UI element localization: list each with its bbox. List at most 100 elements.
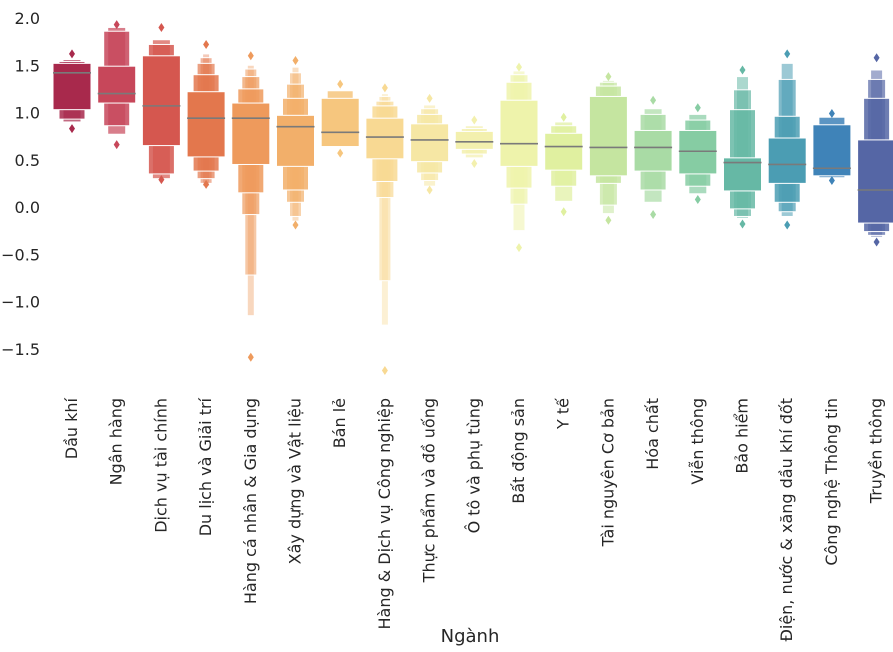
x-tick-label: Ô tô và phụ tùng [464, 398, 483, 533]
y-tick-label: −1.0 [1, 293, 40, 312]
boxen-7 [365, 83, 405, 375]
outlier-point [739, 219, 746, 229]
boxen-level [454, 130, 494, 150]
outlier-point [426, 185, 433, 195]
boxen-12 [588, 72, 628, 225]
outlier-point [69, 49, 75, 59]
boxen-level [141, 55, 181, 147]
boxen-level [812, 124, 852, 177]
outlier-point [605, 215, 612, 225]
y-tick-label: 0.0 [15, 198, 40, 217]
y-tick-label: 1.5 [15, 56, 40, 75]
outlier-point [247, 352, 254, 362]
y-tick-label: −1.5 [1, 340, 40, 359]
boxen-9 [454, 115, 494, 169]
boxen-level [52, 62, 92, 111]
boxen-level [97, 65, 137, 104]
y-tick-label: −0.5 [1, 245, 40, 264]
outlier-point [694, 194, 701, 204]
boxen-8 [410, 93, 450, 195]
outlier-point [292, 220, 299, 230]
boxen-0 [52, 49, 92, 134]
x-tick-label: Thực phẩm và đồ uống [420, 398, 439, 583]
x-tick-label: Xây dựng và Vật liệu [286, 398, 305, 564]
outlier-point [426, 93, 433, 103]
y-axis: 2.0 1.5 1.0 0.5 0.0 −0.5 −1.0 −1.5 [1, 9, 40, 359]
boxen-level [276, 114, 315, 167]
outlier-point [247, 51, 254, 61]
boxen-level [678, 129, 718, 175]
outlier-point [560, 112, 567, 122]
boxen-level [857, 139, 893, 224]
x-tick-label: Bảo hiểm [733, 398, 752, 474]
boxen-level [320, 97, 360, 148]
outlier-point [560, 207, 567, 217]
outlier-point [828, 176, 835, 186]
boxen-2 [141, 22, 181, 185]
x-tick-label: Hàng cá nhân & Gia dụng [241, 398, 260, 604]
y-tick-label: 2.0 [15, 9, 40, 28]
outlier-point [292, 56, 299, 66]
boxen-10 [499, 62, 539, 253]
outlier-point [203, 39, 210, 49]
outlier-point [516, 62, 522, 72]
boxen-6 [320, 79, 360, 158]
x-tick-label: Bất động sản [509, 398, 528, 504]
outlier-point [113, 140, 120, 150]
outlier-point [828, 108, 835, 118]
outlier-point [69, 124, 75, 134]
outlier-point [381, 83, 388, 93]
x-tick-label: Điện, nước & xăng dầu khí đốt [777, 398, 796, 642]
x-tick-label: Y tế [554, 398, 573, 430]
boxen-14 [678, 103, 718, 204]
boxen-level [231, 102, 271, 165]
y-tick-label: 1.0 [15, 104, 40, 123]
outlier-point [739, 65, 746, 75]
x-tick-label: Dịch vụ tài chính [151, 398, 170, 533]
outlier-point [471, 159, 478, 169]
boxen-level [588, 95, 628, 177]
plot-area [52, 20, 893, 375]
boxen-13 [633, 95, 673, 220]
boxen-15 [723, 65, 762, 229]
outlier-point [650, 95, 657, 105]
outlier-point [337, 148, 344, 158]
boxen-18 [857, 53, 893, 247]
outlier-point [113, 20, 120, 30]
boxen-level [410, 123, 450, 163]
boxen-11 [544, 112, 584, 217]
outlier-point [381, 365, 388, 375]
x-tick-label: Du lịch và Giải trí [196, 397, 215, 536]
boxen-level [186, 91, 226, 158]
boxen-16 [767, 49, 807, 230]
outlier-point [158, 175, 165, 185]
outlier-point [873, 237, 880, 247]
outlier-point [784, 49, 791, 59]
boxen-4 [231, 51, 271, 362]
x-tick-label: Hàng & Dịch vụ Công nghiệp [375, 398, 394, 630]
x-tick-label: Viễn thông [688, 398, 707, 485]
boxen-level [544, 132, 584, 171]
outlier-point [873, 53, 880, 63]
outlier-point [337, 79, 344, 89]
boxen-1 [97, 20, 137, 150]
outlier-point [516, 243, 522, 253]
boxen-17 [812, 108, 852, 186]
x-tick-label: Công nghệ Thông tin [822, 398, 841, 566]
outlier-point [471, 115, 478, 125]
x-tick-label: Bán lẻ [330, 398, 349, 448]
boxen-level [633, 129, 673, 172]
boxen-3 [186, 39, 226, 189]
x-tick-label: Truyền thông [867, 398, 886, 504]
outlier-point [203, 179, 210, 189]
outlier-point [784, 220, 791, 230]
outlier-point [650, 210, 657, 220]
x-axis-label: Ngành [441, 626, 500, 647]
boxen-5 [276, 56, 315, 230]
outlier-point [694, 103, 701, 113]
x-tick-label: Ngân hàng [107, 398, 126, 485]
y-tick-label: 0.5 [15, 151, 40, 170]
x-tick-label: Tài nguyên Cơ bản [598, 398, 617, 547]
x-tick-label: Dầu khí [62, 397, 81, 459]
